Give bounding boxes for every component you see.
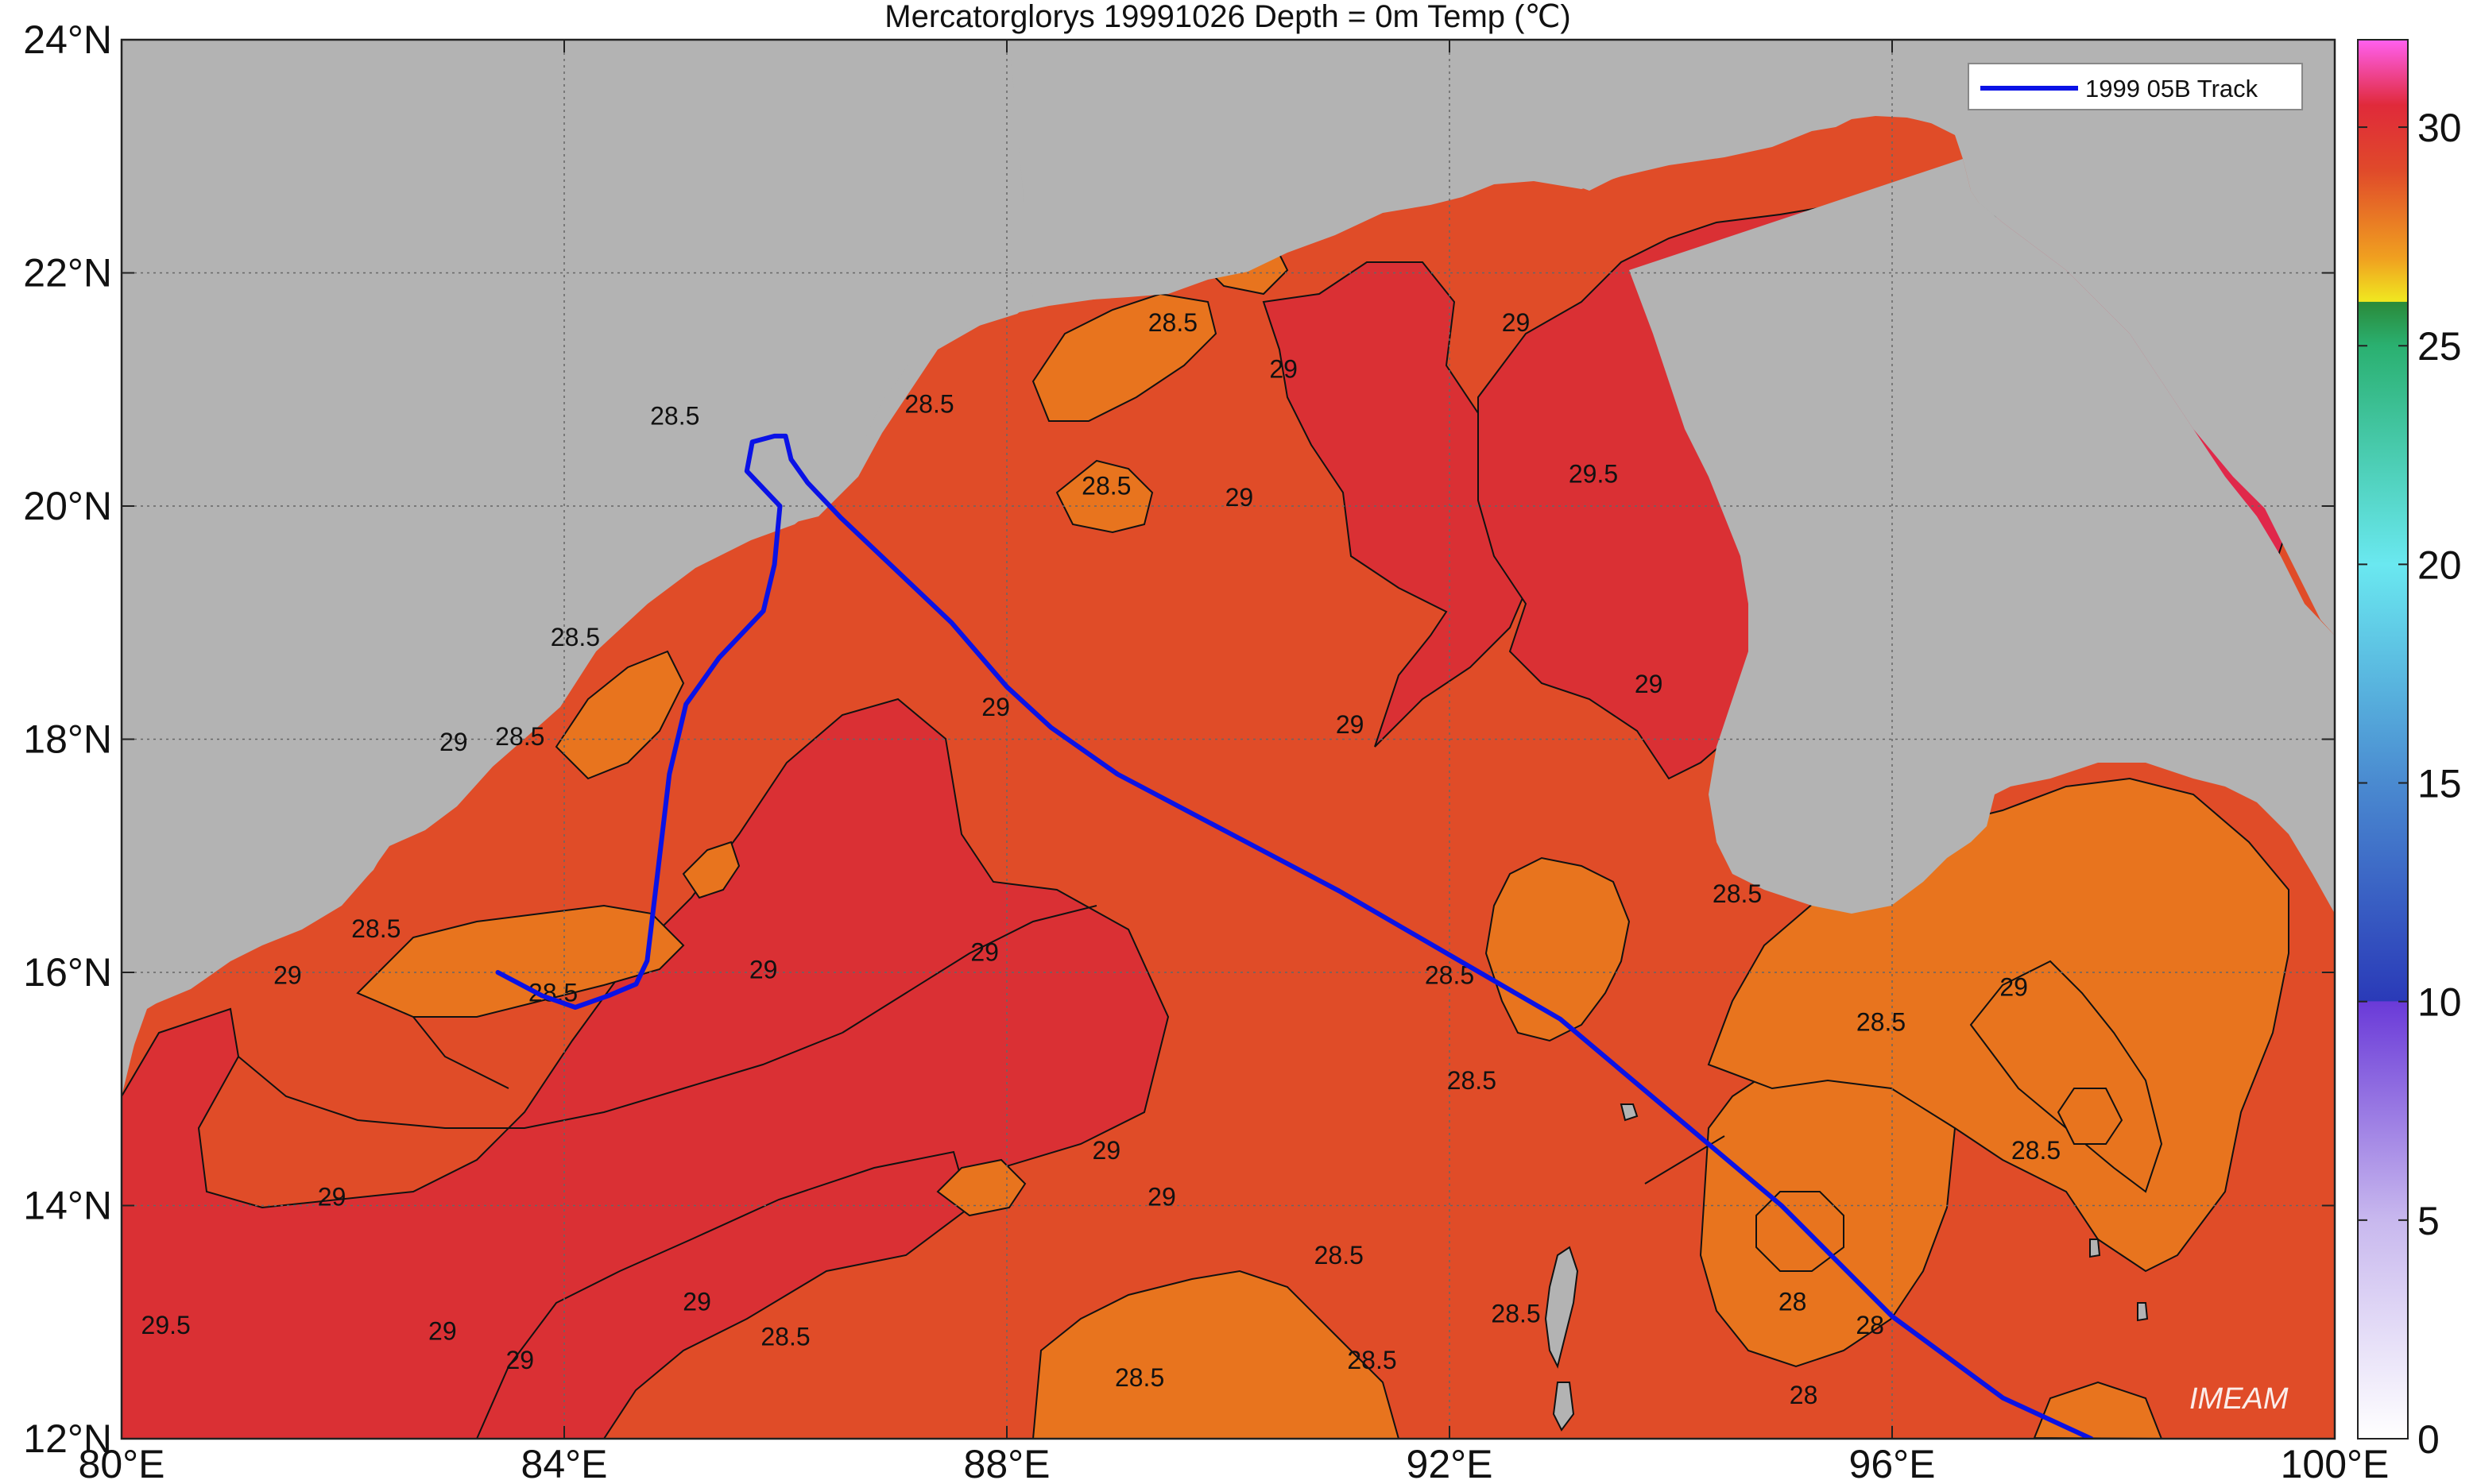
contour-labels: 28.5 28.5 28.5 29 28.5 29 28.5 29 29 29 29.5 29 29 29… bbox=[141, 308, 2061, 1409]
colorbar-tick-label: 5 bbox=[2417, 1199, 2440, 1243]
y-tick-label: 24°N bbox=[23, 17, 112, 62]
watermark: IMEAM bbox=[2189, 1382, 2289, 1416]
contour-label: 29.5 bbox=[1569, 460, 1618, 489]
colorbar-tick-label: 0 bbox=[2417, 1417, 2440, 1462]
y-axis-ticks: 24°N 22°N 20°N 18°N 16°N 14°N 12°N bbox=[23, 17, 2335, 1461]
contour-label: 28 bbox=[1856, 1311, 1884, 1339]
sst-cool-patch-small-2 bbox=[936, 1158, 1027, 1217]
x-tick-label: 100°E bbox=[2281, 1442, 2390, 1484]
contour-label: 29 bbox=[428, 1316, 457, 1345]
land-coast-west bbox=[122, 40, 1033, 1096]
contour-label: 28.5 bbox=[1347, 1346, 1396, 1374]
grid-lines bbox=[122, 40, 2335, 1439]
contour-label: 28.5 bbox=[1115, 1363, 1164, 1392]
contour-label: 28.5 bbox=[1314, 1241, 1364, 1270]
contour-label: 29 bbox=[970, 937, 999, 966]
x-tick-label: 96°E bbox=[1849, 1442, 1936, 1484]
map-plot-area: 28.5 28.5 28.5 29 28.5 29 28.5 29 29 29 29.5 29 29 29… bbox=[122, 40, 2335, 1439]
contour-label: 29.5 bbox=[141, 1311, 191, 1339]
contour-label: 29 bbox=[318, 1183, 346, 1212]
x-tick-label: 80°E bbox=[79, 1442, 165, 1484]
sst-cool-patch-small bbox=[682, 841, 741, 899]
contour-line bbox=[412, 1016, 509, 1089]
y-tick-label: 22°N bbox=[23, 251, 112, 296]
legend: 1999 05B Track bbox=[1968, 63, 2303, 110]
colorbar-ticks: 30 25 20 15 10 5 0 bbox=[2358, 106, 2462, 1462]
contour-label: 29 bbox=[506, 1346, 535, 1374]
y-tick-label: 18°N bbox=[23, 717, 112, 762]
contour-label: 28.5 bbox=[904, 390, 954, 419]
contour-label: 28.5 bbox=[1713, 879, 1762, 908]
contour-label: 28.5 bbox=[551, 623, 600, 651]
sst-cool-patch-small-3 bbox=[2057, 1088, 2123, 1145]
colorbar-tick-label: 30 bbox=[2417, 106, 2462, 150]
contour-line bbox=[842, 905, 1097, 1034]
contour-label: 29 bbox=[749, 955, 778, 984]
land-islands bbox=[1544, 1103, 2149, 1432]
contour-label: 28.5 bbox=[650, 401, 699, 430]
colorbar-tick-label: 20 bbox=[2417, 543, 2462, 587]
colorbar-tick-label: 15 bbox=[2417, 762, 2462, 806]
contour-label: 29 bbox=[981, 693, 1010, 721]
land-coast-east bbox=[1629, 159, 2335, 914]
contour-label: 29 bbox=[1999, 972, 2028, 1001]
x-tick-label: 84°E bbox=[521, 1442, 608, 1484]
contour-line bbox=[238, 1032, 843, 1129]
storm-track-line bbox=[495, 433, 2094, 1439]
contour-label: 29 bbox=[1635, 670, 1663, 698]
contour-label: 28.5 bbox=[351, 914, 401, 943]
y-tick-label: 16°N bbox=[23, 950, 112, 995]
contour-label: 28.5 bbox=[1447, 1066, 1496, 1095]
contour-label: 29 bbox=[1502, 308, 1531, 337]
sst-cool-patch-south-central bbox=[1031, 1270, 1400, 1439]
y-tick-label: 12°N bbox=[23, 1416, 112, 1461]
legend-label: 1999 05B Track bbox=[2085, 75, 2258, 102]
colorbar-tick-label: 25 bbox=[2417, 324, 2462, 369]
colorbar-gradient bbox=[2357, 39, 2409, 1440]
x-axis-ticks: 80°E 84°E 88°E 92°E 96°E 100°E bbox=[79, 40, 2390, 1484]
land-coast-north bbox=[1009, 40, 2335, 636]
sst-cool-patch-orissa bbox=[555, 650, 685, 780]
colorbar: 30 25 20 15 10 5 0 bbox=[2357, 39, 2462, 1462]
contour-label: 28.5 bbox=[1148, 308, 1198, 337]
sst-cool-patch-andaman-2 bbox=[1969, 960, 2163, 1193]
contour-label: 29 bbox=[1269, 355, 1298, 384]
colorbar-tick-label: 10 bbox=[2417, 980, 2462, 1025]
contour-label: 29 bbox=[1148, 1183, 1176, 1212]
sst-cool-patch-north-central bbox=[1055, 459, 1154, 534]
contour-label: 28.5 bbox=[495, 722, 544, 751]
x-tick-label: 88°E bbox=[964, 1442, 1051, 1484]
contour-label: 28 bbox=[1790, 1381, 1818, 1409]
x-tick-label: 92°E bbox=[1407, 1442, 1493, 1484]
contour-label: 28.5 bbox=[1082, 471, 1131, 500]
sst-cool-patch-island bbox=[1755, 1191, 1844, 1272]
contour-label: 28.5 bbox=[1856, 1007, 1906, 1036]
map-title: Mercatorglorys 19991026 Depth = 0m Temp … bbox=[884, 0, 1570, 34]
sst-cool-patch-west bbox=[356, 904, 685, 1018]
contour-label: 29 bbox=[1225, 483, 1254, 512]
contour-label: 29 bbox=[1093, 1136, 1121, 1165]
contour-label: 28.5 bbox=[1491, 1299, 1540, 1327]
contour-label: 29 bbox=[439, 728, 468, 756]
y-tick-label: 20°N bbox=[23, 484, 112, 528]
contour-label: 29 bbox=[273, 961, 302, 990]
contour-label: 28.5 bbox=[761, 1323, 810, 1351]
contour-label: 29 bbox=[683, 1288, 711, 1316]
contour-label: 28 bbox=[1778, 1288, 1807, 1316]
contour-label: 28.5 bbox=[2011, 1136, 2061, 1165]
contour-label: 29 bbox=[1336, 710, 1364, 739]
sst-cool-patch-northwest bbox=[1031, 292, 1217, 422]
y-tick-label: 14°N bbox=[23, 1184, 112, 1228]
